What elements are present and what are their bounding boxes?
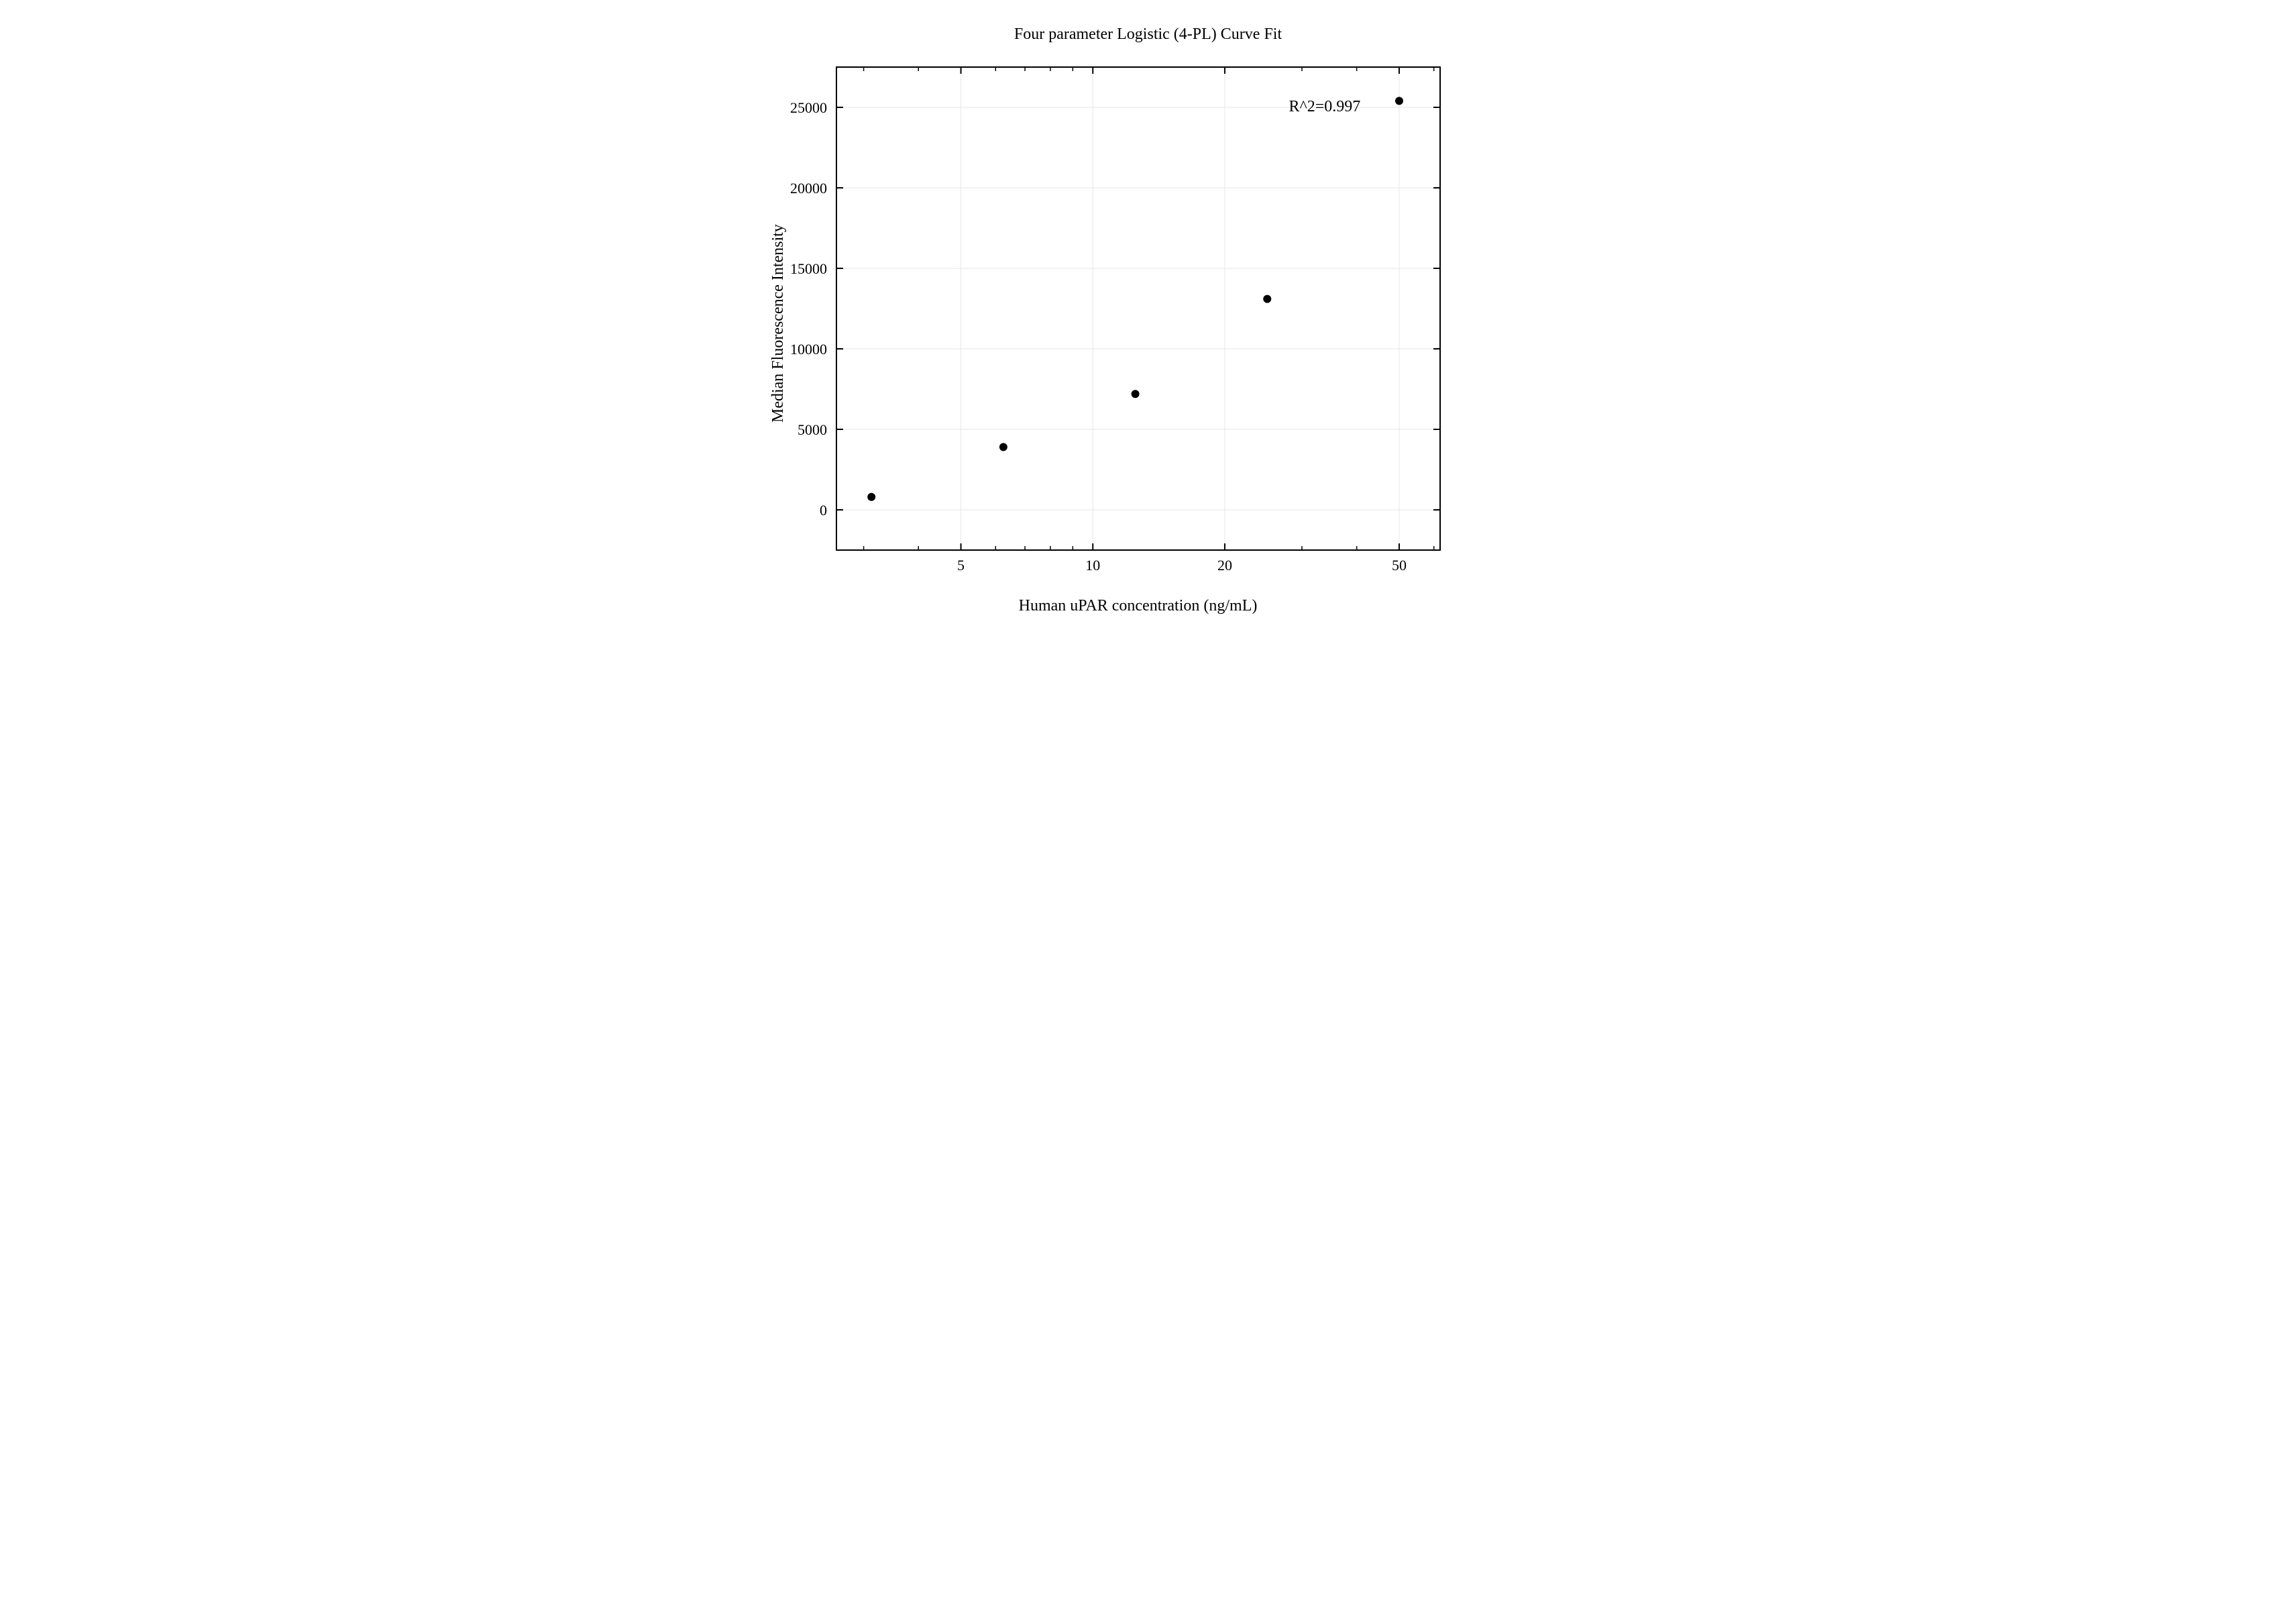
- x-axis-label: Human uPAR concentration (ng/mL): [1004, 597, 1272, 615]
- svg-text:25000: 25000: [790, 99, 827, 116]
- chart-page: Four parameter Logistic (4-PL) Curve Fit…: [645, 0, 1651, 703]
- svg-text:15000: 15000: [790, 260, 827, 277]
- svg-text:20: 20: [1217, 557, 1232, 574]
- svg-text:0: 0: [820, 502, 827, 519]
- svg-text:50: 50: [1391, 557, 1406, 574]
- r-squared-annotation: R^2=0.997: [1289, 98, 1361, 116]
- y-axis-label: Median Fluorescence Intensity: [769, 224, 787, 423]
- svg-text:5000: 5000: [798, 421, 827, 438]
- svg-text:10000: 10000: [790, 341, 827, 358]
- svg-text:5: 5: [957, 557, 965, 574]
- svg-text:10: 10: [1085, 557, 1100, 574]
- chart-title: Four parameter Logistic (4-PL) Curve Fit: [645, 25, 1651, 44]
- svg-text:20000: 20000: [790, 180, 827, 197]
